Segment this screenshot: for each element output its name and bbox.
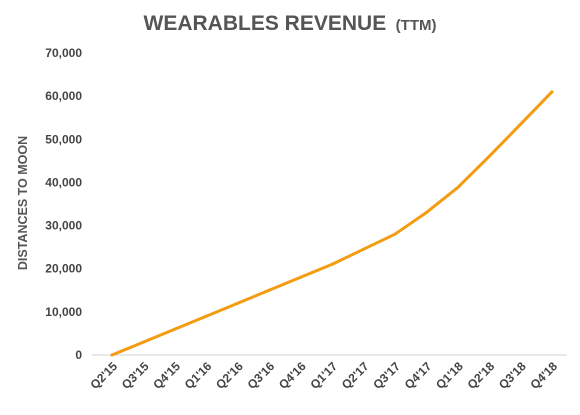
x-tick-label: Q3'16 <box>245 359 278 392</box>
x-tick-label: Q3'15 <box>119 359 152 392</box>
chart-title: WEARABLES REVENUE (TTM) <box>144 12 437 35</box>
data-point <box>267 288 271 292</box>
data-point <box>519 122 523 126</box>
chart-title-suffix: (TTM) <box>396 17 437 34</box>
x-tick-label: Q3'17 <box>370 359 403 392</box>
x-tick-label: Q4'15 <box>150 359 183 392</box>
x-tick-label: Q2'15 <box>87 359 120 392</box>
x-tick-label: Q3'18 <box>496 359 529 392</box>
data-point <box>361 247 365 251</box>
x-tick-label: Q2'16 <box>213 359 246 392</box>
y-tick-label: 30,000 <box>45 219 82 233</box>
y-tick-label: 40,000 <box>45 175 82 189</box>
y-tick-label: 60,000 <box>45 89 82 103</box>
x-axis-ticks: Q2'15Q3'15Q4'15Q1'16Q2'16Q3'16Q4'16Q1'17… <box>87 359 560 392</box>
y-tick-label: 70,000 <box>45 46 82 60</box>
data-point <box>393 232 397 236</box>
x-tick-label: Q2'17 <box>339 359 372 392</box>
data-point <box>204 314 208 318</box>
x-tick-label: Q2'18 <box>465 359 498 392</box>
data-point <box>330 262 334 266</box>
data-point <box>487 155 491 159</box>
data-point <box>173 327 177 331</box>
data-point <box>141 340 145 344</box>
y-tick-label: 20,000 <box>45 262 82 276</box>
data-point <box>299 275 303 279</box>
data-point <box>424 211 428 215</box>
data-point <box>236 301 240 305</box>
x-tick-label: Q4'16 <box>276 359 309 392</box>
x-tick-label: Q1'18 <box>433 359 466 392</box>
series-line <box>110 90 554 357</box>
series-points <box>110 90 554 357</box>
chart-title-main: WEARABLES REVENUE <box>144 12 387 35</box>
y-axis-ticks: 0 10,000 20,000 30,000 40,000 50,000 60,000 70,… <box>45 46 82 362</box>
x-tick-label: Q1'16 <box>182 359 215 392</box>
y-tick-label: 50,000 <box>45 132 82 146</box>
data-point <box>456 186 460 190</box>
x-tick-label: Q4'17 <box>402 359 435 392</box>
y-tick-label: 10,000 <box>45 305 82 319</box>
data-point <box>110 353 114 357</box>
y-tick-label: 0 <box>75 348 82 362</box>
data-point <box>550 90 554 94</box>
y-axis-title: DISTANCES TO MOON <box>16 136 30 270</box>
x-tick-label: Q1'17 <box>307 359 340 392</box>
x-tick-label: Q4'18 <box>527 359 560 392</box>
